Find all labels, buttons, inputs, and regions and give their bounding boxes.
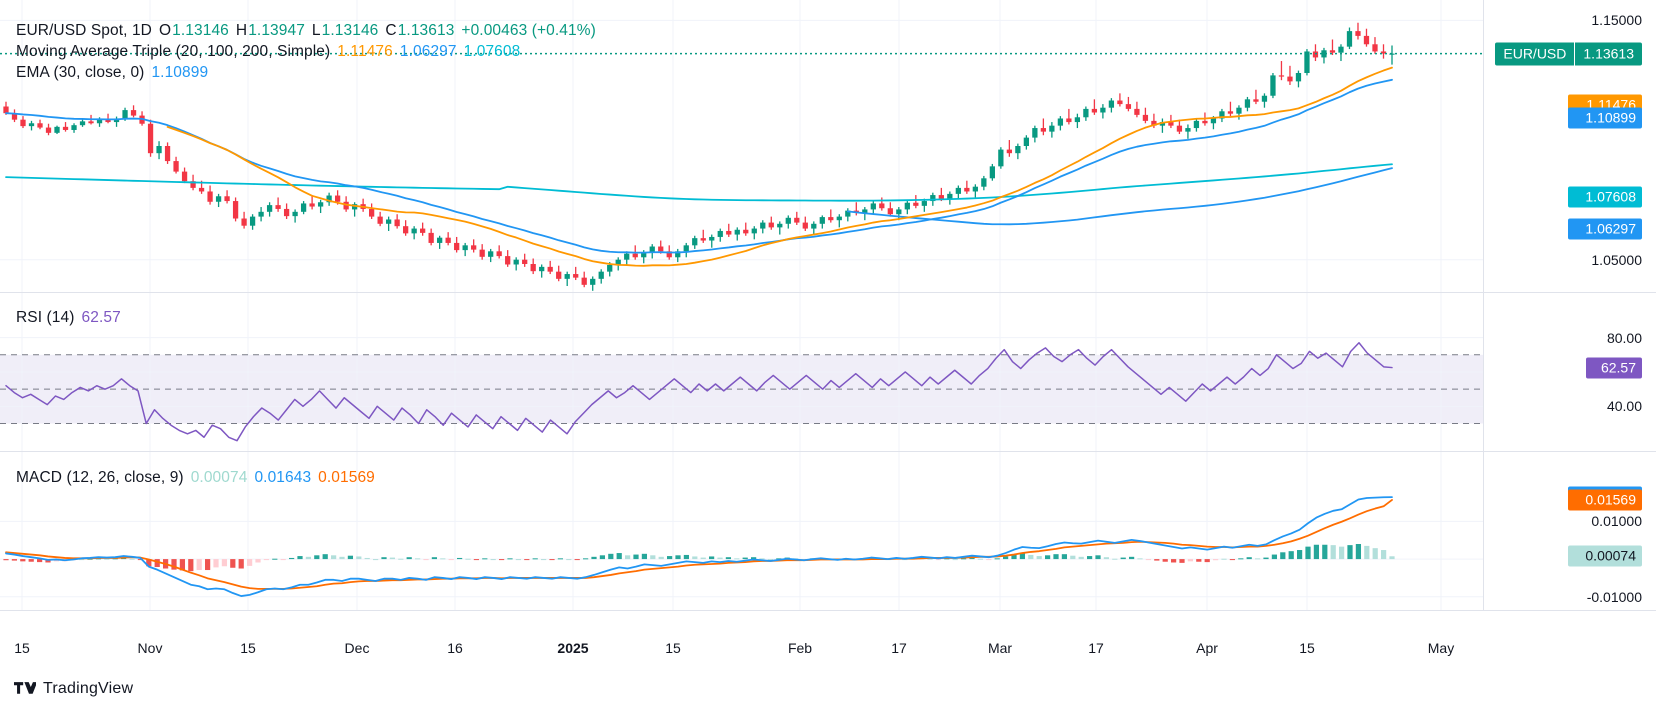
- time-axis-label: 15: [665, 640, 681, 656]
- axis-divider: [1483, 0, 1484, 292]
- macd-hist-badge[interactable]: 0.00074: [1568, 545, 1642, 567]
- rsi-tick-label: 80.00: [1606, 329, 1642, 346]
- time-axis-label: Feb: [787, 640, 813, 656]
- ema-legend[interactable]: EMA (30, close, 0) 1.10899: [16, 64, 208, 82]
- ohlc-o-value: 1.13146: [172, 22, 229, 39]
- moving-average-legend[interactable]: Moving Average Triple (20, 100, 200, Sim…: [16, 43, 520, 61]
- macd-line-value: 0.01643: [254, 469, 312, 486]
- price-plot[interactable]: [0, 0, 1483, 292]
- macd-tick-label: 0.01000: [1591, 513, 1642, 530]
- ema30-price-badge[interactable]: 1.10899: [1568, 107, 1642, 129]
- ma-title: Moving Average Triple (20, 100, 200, Sim…: [16, 43, 331, 60]
- time-axis-label: 15: [14, 640, 30, 656]
- ohlc-o-label: O: [158, 22, 172, 39]
- rsi-tick-label: 40.00: [1606, 398, 1642, 415]
- price-tick-label: 1.15000: [1591, 12, 1642, 29]
- ema30-value: 1.10899: [151, 64, 209, 81]
- price-axis[interactable]: 1.15000 1.05000 1.11476 1.10899 1.07608 1.062…: [1483, 0, 1656, 292]
- ohlc-h-label: H: [235, 22, 248, 39]
- last-price-badge[interactable]: EUR/USD 1.13613: [1495, 42, 1642, 66]
- rsi-value: 62.57: [81, 309, 121, 326]
- footer-branding[interactable]: TradingView: [14, 680, 133, 698]
- pane-separator[interactable]: [0, 610, 1656, 611]
- rsi-value-badge[interactable]: 62.57: [1586, 357, 1642, 379]
- macd-hist-value: 0.00074: [190, 469, 248, 486]
- ema-title: EMA (30, close, 0): [16, 64, 145, 81]
- pane-separator[interactable]: [0, 451, 1656, 452]
- price-change: +0.00463 (+0.41%): [461, 22, 596, 39]
- time-axis-label: 16: [447, 640, 463, 656]
- macd-signal-value: 0.01569: [318, 469, 375, 486]
- macd-plot[interactable]: [0, 452, 1483, 610]
- time-axis-label: 15: [1299, 640, 1315, 656]
- time-axis-label: Nov: [137, 640, 163, 656]
- axis-divider: [1483, 452, 1484, 610]
- axis-divider: [1483, 293, 1484, 451]
- badge-divider: [1574, 42, 1576, 66]
- time-axis-label: 2025: [557, 640, 589, 656]
- ohlc-h-value: 1.13947: [248, 22, 305, 39]
- ma200-value: 1.07608: [463, 43, 521, 60]
- time-axis-label: Apr: [1196, 640, 1218, 656]
- last-price-symbol: EUR/USD: [1495, 42, 1575, 66]
- symbol-legend[interactable]: EUR/USD Spot, 1D O1.13146 H1.13947 L1.13146…: [16, 22, 596, 40]
- rsi-legend[interactable]: RSI (14) 62.57: [16, 309, 121, 327]
- pane-separator[interactable]: [0, 292, 1656, 293]
- price-pane: 1.15000 1.05000 1.11476 1.10899 1.07608 1.062…: [0, 0, 1656, 292]
- time-axis[interactable]: 15 Nov 15 Dec 16 2025 15 Feb 17 Mar 17 Apr 15 May: [0, 640, 1483, 664]
- tradingview-brand-name: TradingView: [43, 680, 134, 697]
- time-axis-label: May: [1427, 640, 1455, 656]
- ohlc-l-value: 1.13146: [321, 22, 379, 39]
- last-price-value: 1.13613: [1575, 42, 1642, 66]
- rsi-title: RSI (14): [16, 309, 75, 326]
- ma200-price-badge[interactable]: 1.07608: [1568, 186, 1642, 208]
- macd-pane: 0.01000 -0.01000 0.01643 0.01569 0.00074 MAC…: [0, 452, 1656, 610]
- time-axis-label: Mar: [987, 640, 1013, 656]
- price-tick-label: 1.05000: [1591, 251, 1642, 268]
- macd-legend[interactable]: MACD (12, 26, close, 9) 0.00074 0.01643 0.0…: [16, 469, 375, 487]
- macd-title: MACD (12, 26, close, 9): [16, 469, 184, 486]
- rsi-plot[interactable]: [0, 293, 1483, 451]
- ohlc-l-label: L: [311, 22, 321, 39]
- ma100-price-badge[interactable]: 1.06297: [1568, 218, 1642, 240]
- ma100-value: 1.06297: [399, 43, 457, 60]
- symbol-title: EUR/USD Spot, 1D: [16, 22, 152, 39]
- tradingview-logo-icon: [14, 681, 36, 694]
- macd-signal-badge[interactable]: 0.01569: [1568, 489, 1642, 511]
- time-axis-label: Dec: [344, 640, 370, 656]
- time-axis-label: 17: [1088, 640, 1104, 656]
- ohlc-c-label: C: [385, 22, 397, 39]
- ohlc-c-value: 1.13613: [397, 22, 455, 39]
- time-axis-label: 15: [240, 640, 256, 656]
- ma20-value: 1.11476: [337, 43, 393, 60]
- macd-tick-label: -0.01000: [1586, 588, 1642, 605]
- time-axis-label: 17: [891, 640, 907, 656]
